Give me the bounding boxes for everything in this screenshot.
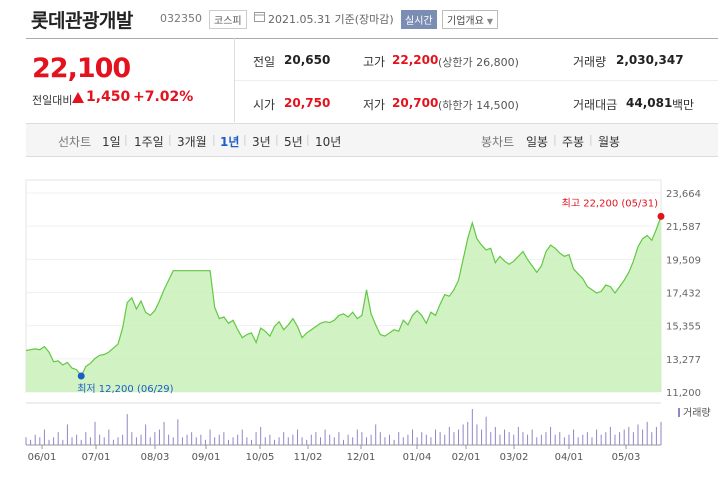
stock-code: 032350 xyxy=(160,12,202,25)
base-date: 2021.05.31 기준(장마감) xyxy=(268,13,394,26)
tab-3y[interactable]: 3년 xyxy=(252,135,271,149)
high-value: 22,200 xyxy=(392,53,439,67)
x-tick-label: 06/01 xyxy=(28,452,57,463)
low-marker xyxy=(77,372,85,380)
y-tick-label: 13,277 xyxy=(666,355,701,366)
open-label: 시가 xyxy=(253,98,276,112)
tab-1d[interactable]: 1일 xyxy=(102,135,121,149)
x-tick-label: 08/03 xyxy=(141,452,170,463)
low-value: 20,700 xyxy=(392,96,439,110)
prev-close-label: 전일 xyxy=(253,55,276,69)
change-label: 전일대비 xyxy=(32,94,73,107)
stock-name: 롯데관광개발 xyxy=(31,10,133,32)
volume-legend-icon xyxy=(678,408,680,417)
volume-legend: 거래량 xyxy=(683,407,711,419)
low-annotation: 최저 12,200 (06/29) xyxy=(77,383,173,395)
high-marker xyxy=(657,212,665,220)
volume-value: 2,030,347 xyxy=(616,53,684,67)
tab-monthly[interactable]: 월봉 xyxy=(598,135,621,149)
x-tick-label: 05/03 xyxy=(612,452,641,463)
y-tick-label: 11,200 xyxy=(666,388,701,399)
tab-separator: | xyxy=(553,133,557,146)
company-overview-label: 기업개요 xyxy=(447,16,484,27)
y-tick-label: 17,432 xyxy=(666,289,701,300)
x-tick-label: 02/01 xyxy=(452,452,481,463)
tab-weekly[interactable]: 주봉 xyxy=(562,135,585,149)
tab-separator: | xyxy=(589,133,593,146)
x-tick-label: 04/01 xyxy=(555,452,584,463)
y-tick-label: 21,587 xyxy=(666,222,701,233)
y-tick-label: 19,509 xyxy=(666,255,701,266)
tab-3m[interactable]: 3개월 xyxy=(177,135,207,149)
tab-separator: | xyxy=(243,133,247,146)
y-tick-label: 23,664 xyxy=(666,189,701,200)
high-label: 고가 xyxy=(363,55,386,69)
x-tick-label: 03/02 xyxy=(500,452,529,463)
change-percent: +7.02% xyxy=(133,89,194,105)
tab-separator: | xyxy=(124,133,128,146)
chevron-down-icon: ▼ xyxy=(486,17,493,26)
candle-chart-label: 봉차트 xyxy=(481,135,515,149)
y-tick-label: 15,355 xyxy=(666,322,701,333)
company-overview-dropdown[interactable]: 기업개요 ▼ xyxy=(442,10,498,29)
current-price: 22,100 xyxy=(32,53,131,84)
amount-value: 44,081 xyxy=(626,96,673,110)
change-amount: 1,450 xyxy=(86,89,131,105)
up-arrow-icon xyxy=(72,92,84,103)
price-area xyxy=(26,216,661,392)
calendar-icon xyxy=(254,12,265,22)
high-annotation: 최고 22,200 (05/31) xyxy=(562,197,658,209)
price-line xyxy=(25,216,662,378)
tab-separator: | xyxy=(212,133,216,146)
tab-daily[interactable]: 일봉 xyxy=(526,135,549,149)
summary-row-divider xyxy=(235,80,718,81)
prev-close-value: 20,650 xyxy=(284,53,331,67)
tab-1y[interactable]: 1년 xyxy=(220,135,240,149)
open-value: 20,750 xyxy=(284,96,331,110)
tab-separator: | xyxy=(168,133,172,146)
x-tick-label: 09/01 xyxy=(192,452,221,463)
x-tick-label: 12/01 xyxy=(347,452,376,463)
summary-divider xyxy=(234,38,235,122)
x-tick-label: 07/01 xyxy=(82,452,111,463)
line-chart-label: 선차트 xyxy=(58,135,92,149)
tab-5y[interactable]: 5년 xyxy=(284,135,303,149)
realtime-button[interactable]: 실시간 xyxy=(401,10,437,29)
tab-10y[interactable]: 10년 xyxy=(315,135,342,149)
price-summary xyxy=(26,38,718,124)
market-badge: 코스피 xyxy=(209,10,247,29)
upper-limit: (상한가 26,800) xyxy=(438,56,519,69)
x-tick-label: 10/05 xyxy=(246,452,275,463)
lower-limit: (하한가 14,500) xyxy=(438,99,519,112)
amount-unit: 백만 xyxy=(672,98,695,112)
volume-label: 거래량 xyxy=(573,55,607,69)
x-tick-label: 01/04 xyxy=(403,452,432,463)
amount-label: 거래대금 xyxy=(573,98,618,112)
tab-separator: | xyxy=(306,133,310,146)
tab-separator: | xyxy=(275,133,279,146)
x-tick-label: 11/02 xyxy=(294,452,323,463)
period-tab-bar xyxy=(26,124,718,157)
low-label: 저가 xyxy=(363,98,386,112)
tab-1w[interactable]: 1주일 xyxy=(134,135,164,149)
stock-header: 롯데관광개발 032350 코스피 2021.05.31 기준(장마감) 실시간… xyxy=(0,0,718,36)
